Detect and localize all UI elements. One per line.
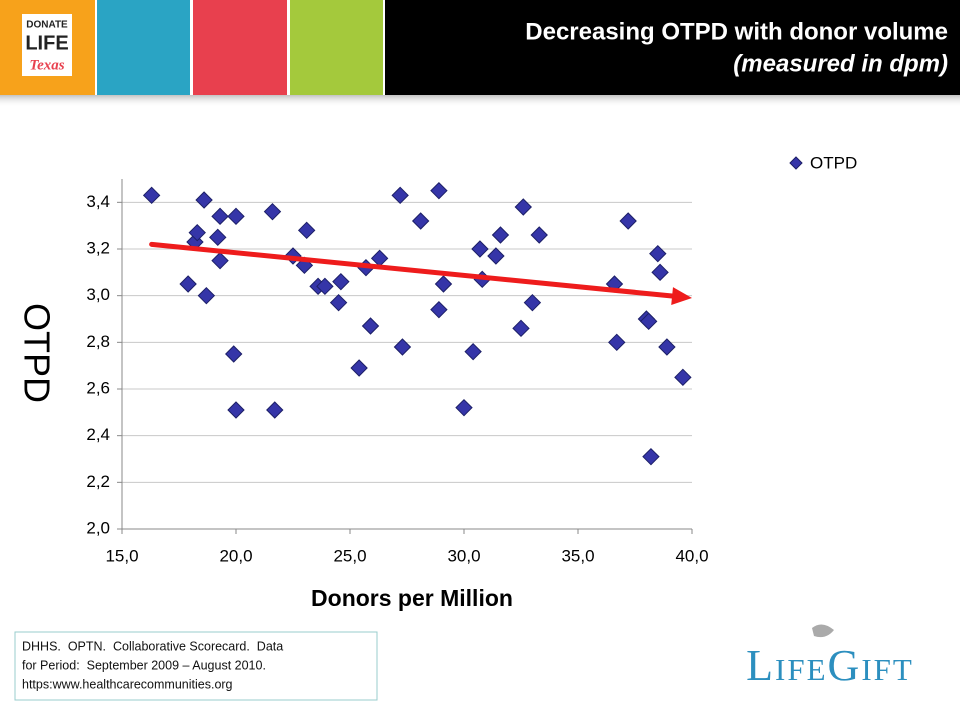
point	[227, 401, 245, 419]
slide-subtitle: (measured in dpm)	[733, 50, 948, 77]
point	[608, 333, 626, 352]
point	[263, 202, 282, 221]
source-text: DHHS. OPTN. Collaborative Scorecard. Dat…	[22, 639, 283, 653]
point	[411, 212, 430, 230]
y-tick-label: 2,0	[86, 518, 110, 537]
point	[391, 186, 409, 205]
title-block	[385, 0, 960, 95]
point	[455, 398, 473, 417]
point	[674, 368, 692, 387]
point	[350, 359, 368, 377]
logo-text: Texas	[29, 57, 64, 73]
logo-text: DONATE	[26, 20, 68, 31]
point	[266, 401, 284, 419]
red-block	[193, 0, 287, 95]
point	[195, 191, 213, 209]
green-block	[290, 0, 383, 95]
source-text: for Period: September 2009 – August 2010…	[22, 658, 266, 672]
point	[434, 275, 453, 293]
x-tick-label: 30,0	[447, 546, 480, 565]
y-tick-label: 3,2	[86, 238, 110, 257]
y-tick-label: 2,8	[86, 332, 110, 351]
point	[514, 198, 532, 216]
source-text: https:www.healthcarecommunities.org	[22, 677, 233, 691]
point	[225, 345, 243, 363]
point	[188, 223, 206, 242]
source-box	[14, 631, 378, 701]
point	[197, 286, 216, 305]
y-tick-label: 2,4	[86, 425, 110, 444]
x-tick-label: 25,0	[333, 546, 366, 565]
point	[512, 319, 530, 338]
y-tick-label: 3,0	[86, 285, 110, 304]
dove-icon	[812, 624, 834, 638]
point	[464, 342, 482, 361]
teal-block	[97, 0, 190, 95]
point	[639, 312, 658, 331]
x-tick-label: 20,0	[219, 546, 252, 565]
point	[329, 293, 348, 312]
y-tick-label: 2,2	[86, 472, 110, 491]
x-tick-label: 40,0	[675, 546, 708, 565]
x-tick-label: 15,0	[105, 546, 138, 565]
point	[295, 256, 314, 275]
legend-marker	[789, 156, 803, 170]
slide-title: Decreasing OTPD with donor volume	[525, 18, 948, 45]
y-tick-label: 3,4	[86, 192, 110, 211]
brand-logo: LifeGift	[746, 641, 914, 690]
point	[430, 300, 448, 319]
point	[179, 275, 197, 293]
point	[471, 240, 489, 258]
point	[619, 212, 637, 230]
trend-line	[149, 241, 675, 299]
x-axis-label: Donors per Million	[311, 585, 513, 611]
point	[361, 317, 380, 335]
point	[142, 186, 161, 205]
point	[491, 226, 510, 244]
logo-badge	[22, 14, 72, 76]
logo-text: LIFE	[25, 32, 68, 54]
y-axis-label: OTPD	[16, 303, 57, 403]
header-shadow	[0, 95, 960, 107]
trend-arrowhead	[671, 287, 692, 305]
point	[332, 272, 350, 291]
point	[651, 263, 669, 282]
y-tick-label: 2,6	[86, 378, 110, 397]
point	[393, 338, 412, 356]
point	[642, 447, 660, 466]
x-tick-label: 35,0	[561, 546, 594, 565]
point	[211, 207, 229, 226]
legend-label: OTPD	[810, 153, 857, 172]
point	[316, 277, 334, 296]
point	[658, 338, 676, 356]
point	[430, 181, 448, 200]
point	[297, 221, 316, 240]
point	[211, 251, 229, 270]
point	[209, 228, 227, 247]
point	[227, 207, 245, 226]
point	[649, 244, 667, 263]
point	[487, 247, 505, 265]
point	[530, 226, 548, 244]
point	[523, 293, 542, 312]
